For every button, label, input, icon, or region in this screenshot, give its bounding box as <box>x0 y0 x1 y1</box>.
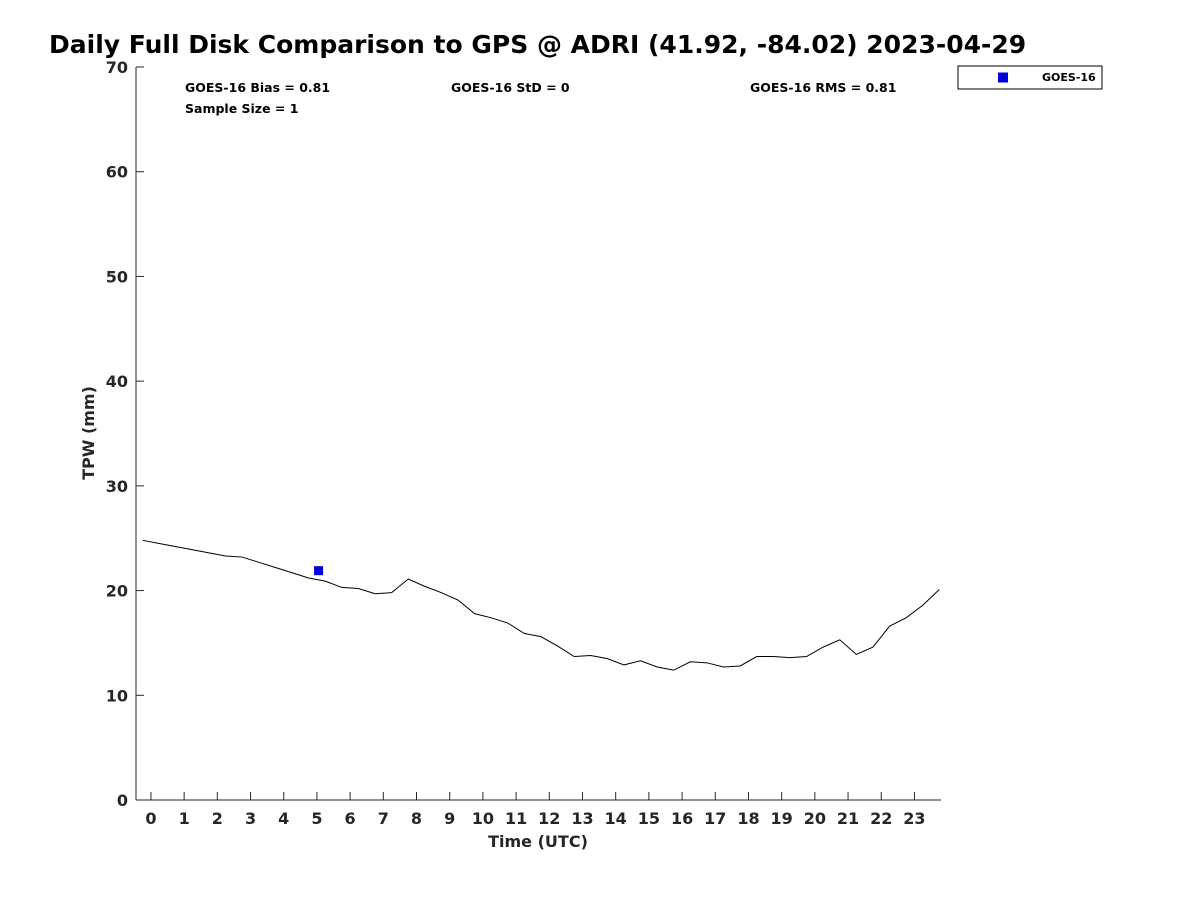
chart-title: Daily Full Disk Comparison to GPS @ ADRI… <box>49 30 1027 59</box>
stat-std: GOES-16 StD = 0 <box>451 80 570 95</box>
x-tick-label: 14 <box>605 809 627 828</box>
x-tick-label: 3 <box>245 809 256 828</box>
y-tick-label: 60 <box>106 163 128 182</box>
x-tick-label: 20 <box>804 809 826 828</box>
legend: GOES-16 <box>957 65 1103 90</box>
x-tick-label: 4 <box>278 809 289 828</box>
axes <box>135 67 941 801</box>
x-tick-label: 17 <box>704 809 726 828</box>
x-tick-label: 1 <box>179 809 190 828</box>
y-tick-label: 40 <box>106 372 128 391</box>
legend-label-goes16: GOES-16 <box>1042 71 1096 84</box>
legend-marker-goes16 <box>998 72 1008 83</box>
x-tick-label: 23 <box>903 809 925 828</box>
goes16-point <box>314 566 324 576</box>
x-tick-label: 5 <box>311 809 322 828</box>
x-tick-label: 6 <box>345 809 356 828</box>
y-tick-label: 20 <box>106 582 128 601</box>
legend-box <box>957 65 1103 90</box>
stat-rms: GOES-16 RMS = 0.81 <box>750 80 896 95</box>
x-tick-label: 0 <box>145 809 156 828</box>
x-tick-label: 21 <box>837 809 859 828</box>
x-tick-label: 18 <box>737 809 759 828</box>
x-tick-label: 19 <box>771 809 793 828</box>
gps-reference-line <box>142 539 940 671</box>
y-tick-label: 30 <box>106 477 128 496</box>
y-tick-label: 70 <box>106 58 128 77</box>
x-axis-ticks: 0 1 2 3 4 5 6 7 8 9 10 11 12 13 14 15 16 17 18 19 20 21 22 23 <box>145 792 926 828</box>
x-tick-label: 16 <box>671 809 693 828</box>
x-tick-label: 11 <box>505 809 527 828</box>
x-tick-label: 12 <box>538 809 560 828</box>
series-layer <box>142 539 940 671</box>
stat-sample-size: Sample Size = 1 <box>185 101 298 116</box>
y-tick-label: 50 <box>106 267 128 286</box>
x-tick-label: 8 <box>411 809 422 828</box>
x-tick-label: 22 <box>870 809 892 828</box>
x-axis-label: Time (UTC) <box>488 832 588 851</box>
x-tick-label: 13 <box>571 809 593 828</box>
x-tick-label: 15 <box>638 809 660 828</box>
y-tick-label: 10 <box>106 686 128 705</box>
y-axis-ticks: 0 10 20 30 40 50 60 70 <box>106 58 144 810</box>
stat-bias: GOES-16 Bias = 0.81 <box>185 80 330 95</box>
y-axis-label: TPW (mm) <box>79 386 98 480</box>
x-tick-label: 7 <box>378 809 389 828</box>
x-tick-label: 2 <box>212 809 223 828</box>
x-tick-label: 9 <box>444 809 455 828</box>
y-tick-label: 0 <box>117 791 128 810</box>
x-tick-label: 10 <box>472 809 494 828</box>
